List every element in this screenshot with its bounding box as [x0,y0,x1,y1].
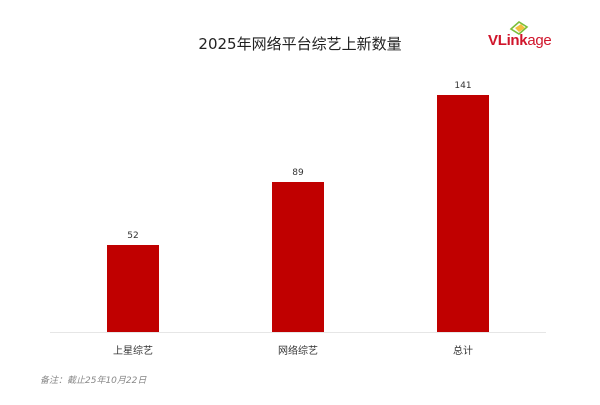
x-axis-category-label: 网络综艺 [278,346,318,357]
bar [107,245,159,332]
logo-text-vlink: VLink [488,32,528,49]
bar-value-label: 89 [292,168,304,178]
x-axis-baseline [50,332,546,333]
vlinkage-logo-icon [509,21,529,35]
bar-value-label: 141 [454,81,472,91]
logo-text-age: age [527,32,552,49]
bar [272,182,324,332]
logo-text: VLinkage [488,32,552,49]
chart-title: 2025年网络平台综艺上新数量 [198,35,402,53]
x-axis-category-label: 总计 [453,346,473,357]
x-axis-category-label: 上星综艺 [113,346,153,357]
vlinkage-logo: VLinkage [488,20,568,52]
bar-value-label: 52 [127,231,139,241]
footnote: 备注：截止25年10月22日 [40,376,147,386]
bar [437,95,489,332]
